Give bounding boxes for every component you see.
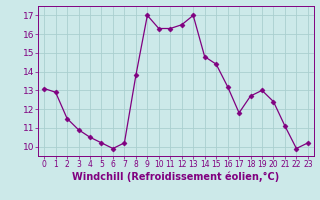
X-axis label: Windchill (Refroidissement éolien,°C): Windchill (Refroidissement éolien,°C) bbox=[72, 172, 280, 182]
